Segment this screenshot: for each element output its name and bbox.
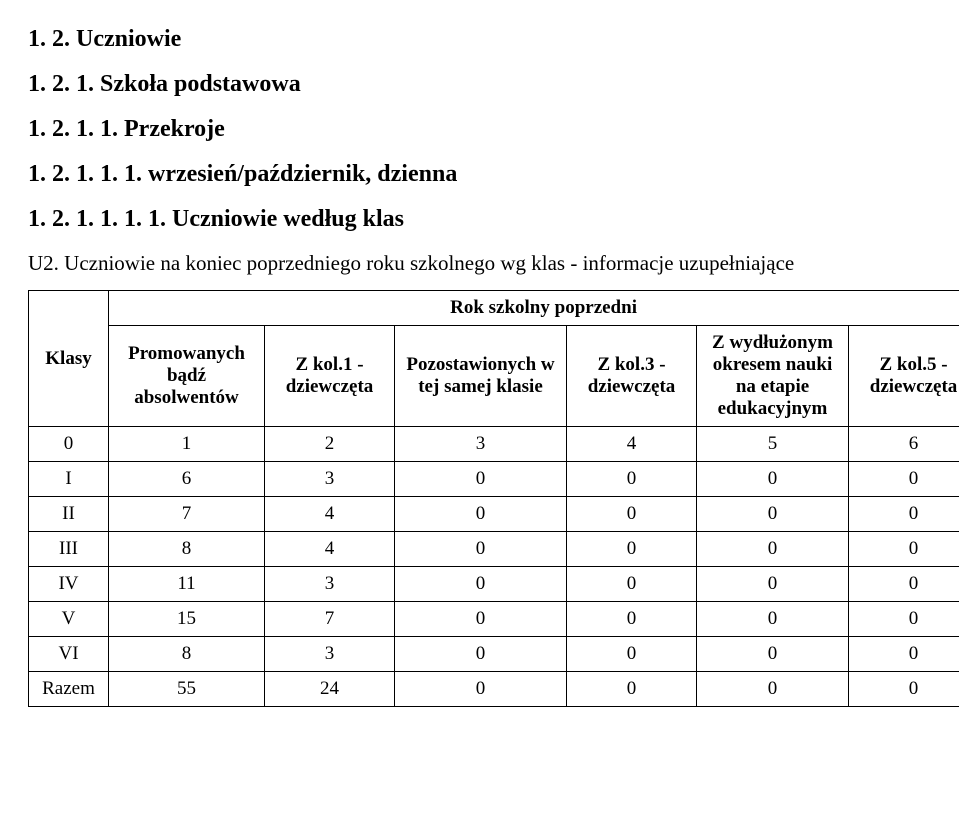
- data-cell: 0: [697, 462, 849, 497]
- index-cell: 2: [265, 427, 395, 462]
- table-row: I630000: [29, 462, 959, 497]
- data-cell: 0: [849, 567, 959, 602]
- data-cell: 0: [849, 532, 959, 567]
- table-row: V1570000: [29, 602, 959, 637]
- data-cell: 8: [109, 637, 265, 672]
- data-cell: 55: [109, 672, 265, 707]
- data-cell: 0: [395, 462, 567, 497]
- row-label-cell: VI: [29, 637, 109, 672]
- document-page: 1. 2. Uczniowie 1. 2. 1. Szkoła podstawo…: [0, 0, 959, 735]
- table-row: Razem55240000: [29, 672, 959, 707]
- data-cell: 11: [109, 567, 265, 602]
- col-header-klasy: Klasy: [29, 291, 109, 427]
- data-cell: 8: [109, 532, 265, 567]
- table-row: IV1130000: [29, 567, 959, 602]
- data-cell: 0: [395, 532, 567, 567]
- data-cell: 0: [567, 567, 697, 602]
- data-cell: 0: [567, 497, 697, 532]
- table-row: III840000: [29, 532, 959, 567]
- heading-level-1: 1. 2. Uczniowie: [28, 26, 931, 53]
- table-row: II740000: [29, 497, 959, 532]
- data-cell: 0: [697, 567, 849, 602]
- data-cell: 0: [697, 532, 849, 567]
- data-cell: 0: [567, 672, 697, 707]
- data-cell: 0: [395, 672, 567, 707]
- data-cell: 15: [109, 602, 265, 637]
- data-cell: 7: [265, 602, 395, 637]
- table-banner: Rok szkolny poprzedni: [109, 291, 959, 326]
- col-header-5: Z wydłużonym okresem nauki na etapie edu…: [697, 326, 849, 427]
- row-label-cell: Razem: [29, 672, 109, 707]
- data-cell: 0: [849, 672, 959, 707]
- index-cell: 3: [395, 427, 567, 462]
- index-cell: 0: [29, 427, 109, 462]
- heading-level-4: 1. 2. 1. 1. 1. wrzesień/październik, dzi…: [28, 161, 931, 188]
- data-cell: 0: [849, 497, 959, 532]
- data-cell: 0: [697, 602, 849, 637]
- col-header-1: Promowanych bądź absolwentów: [109, 326, 265, 427]
- index-cell: 5: [697, 427, 849, 462]
- data-cell: 0: [849, 462, 959, 497]
- data-cell: 6: [109, 462, 265, 497]
- data-cell: 4: [265, 497, 395, 532]
- row-label-cell: V: [29, 602, 109, 637]
- col-header-3: Pozostawionych w tej samej klasie: [395, 326, 567, 427]
- table-index-row: 0 1 2 3 4 5 6: [29, 427, 959, 462]
- data-cell: 0: [395, 497, 567, 532]
- data-cell: 0: [567, 637, 697, 672]
- row-label-cell: I: [29, 462, 109, 497]
- data-cell: 0: [849, 637, 959, 672]
- data-cell: 0: [567, 602, 697, 637]
- table-banner-row: Klasy Rok szkolny poprzedni: [29, 291, 959, 326]
- row-label-cell: III: [29, 532, 109, 567]
- row-label-cell: IV: [29, 567, 109, 602]
- data-cell: 24: [265, 672, 395, 707]
- heading-level-3: 1. 2. 1. 1. Przekroje: [28, 116, 931, 143]
- students-table: Klasy Rok szkolny poprzedni Promowanych …: [28, 290, 959, 707]
- table-body: I630000II740000III840000IV1130000V157000…: [29, 462, 959, 707]
- data-cell: 0: [697, 637, 849, 672]
- index-cell: 4: [567, 427, 697, 462]
- row-label-cell: II: [29, 497, 109, 532]
- heading-level-5: 1. 2. 1. 1. 1. 1. Uczniowie według klas: [28, 206, 931, 233]
- data-cell: 0: [395, 567, 567, 602]
- index-cell: 1: [109, 427, 265, 462]
- table-header-row: Promowanych bądź absolwentów Z kol.1 - d…: [29, 326, 959, 427]
- col-header-6: Z kol.5 - dziewczęta: [849, 326, 959, 427]
- data-cell: 0: [849, 602, 959, 637]
- data-cell: 0: [697, 497, 849, 532]
- table-caption: U2. Uczniowie na koniec poprzedniego rok…: [28, 251, 931, 276]
- data-cell: 3: [265, 637, 395, 672]
- data-cell: 0: [395, 637, 567, 672]
- table-row: VI830000: [29, 637, 959, 672]
- heading-level-2: 1. 2. 1. Szkoła podstawowa: [28, 71, 931, 98]
- data-cell: 0: [567, 462, 697, 497]
- index-cell: 6: [849, 427, 959, 462]
- data-cell: 0: [567, 532, 697, 567]
- data-cell: 3: [265, 462, 395, 497]
- col-header-2: Z kol.1 - dziewczęta: [265, 326, 395, 427]
- data-cell: 0: [395, 602, 567, 637]
- data-cell: 7: [109, 497, 265, 532]
- data-cell: 0: [697, 672, 849, 707]
- data-cell: 3: [265, 567, 395, 602]
- col-header-4: Z kol.3 - dziewczęta: [567, 326, 697, 427]
- data-cell: 4: [265, 532, 395, 567]
